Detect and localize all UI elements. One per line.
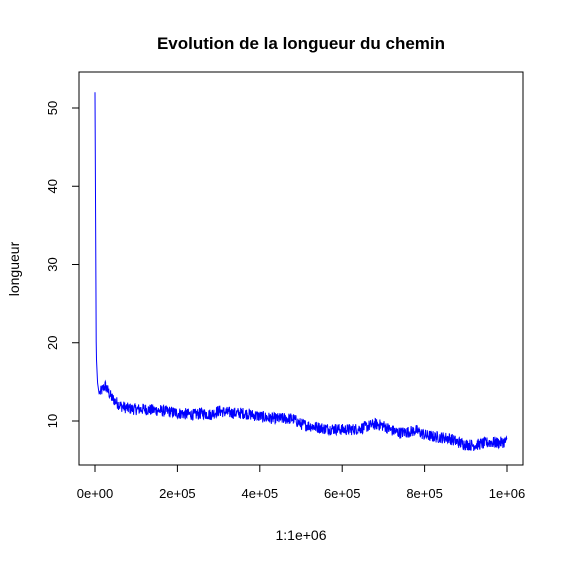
y-axis-label: longueur xyxy=(6,241,22,296)
x-tick-label: 1e+06 xyxy=(489,486,526,501)
plot-area xyxy=(95,92,507,451)
x-tick-label: 6e+05 xyxy=(324,486,361,501)
y-tick-label: 30 xyxy=(45,257,60,271)
x-tick-label: 0e+00 xyxy=(77,486,114,501)
chart-title: Evolution de la longueur du chemin xyxy=(157,34,445,53)
x-tick-label: 2e+05 xyxy=(159,486,196,501)
x-axis-label: 1:1e+06 xyxy=(276,527,327,543)
x-axis: 0e+00 2e+05 4e+05 6e+05 8e+05 1e+06 xyxy=(77,465,526,501)
x-tick-label: 4e+05 xyxy=(242,486,279,501)
y-axis: 10 20 30 40 50 xyxy=(45,101,79,428)
y-tick-label: 20 xyxy=(45,336,60,350)
y-tick-label: 10 xyxy=(45,414,60,428)
y-tick-label: 50 xyxy=(45,101,60,115)
series-line xyxy=(95,92,507,451)
y-tick-label: 40 xyxy=(45,179,60,193)
x-tick-label: 8e+05 xyxy=(406,486,443,501)
